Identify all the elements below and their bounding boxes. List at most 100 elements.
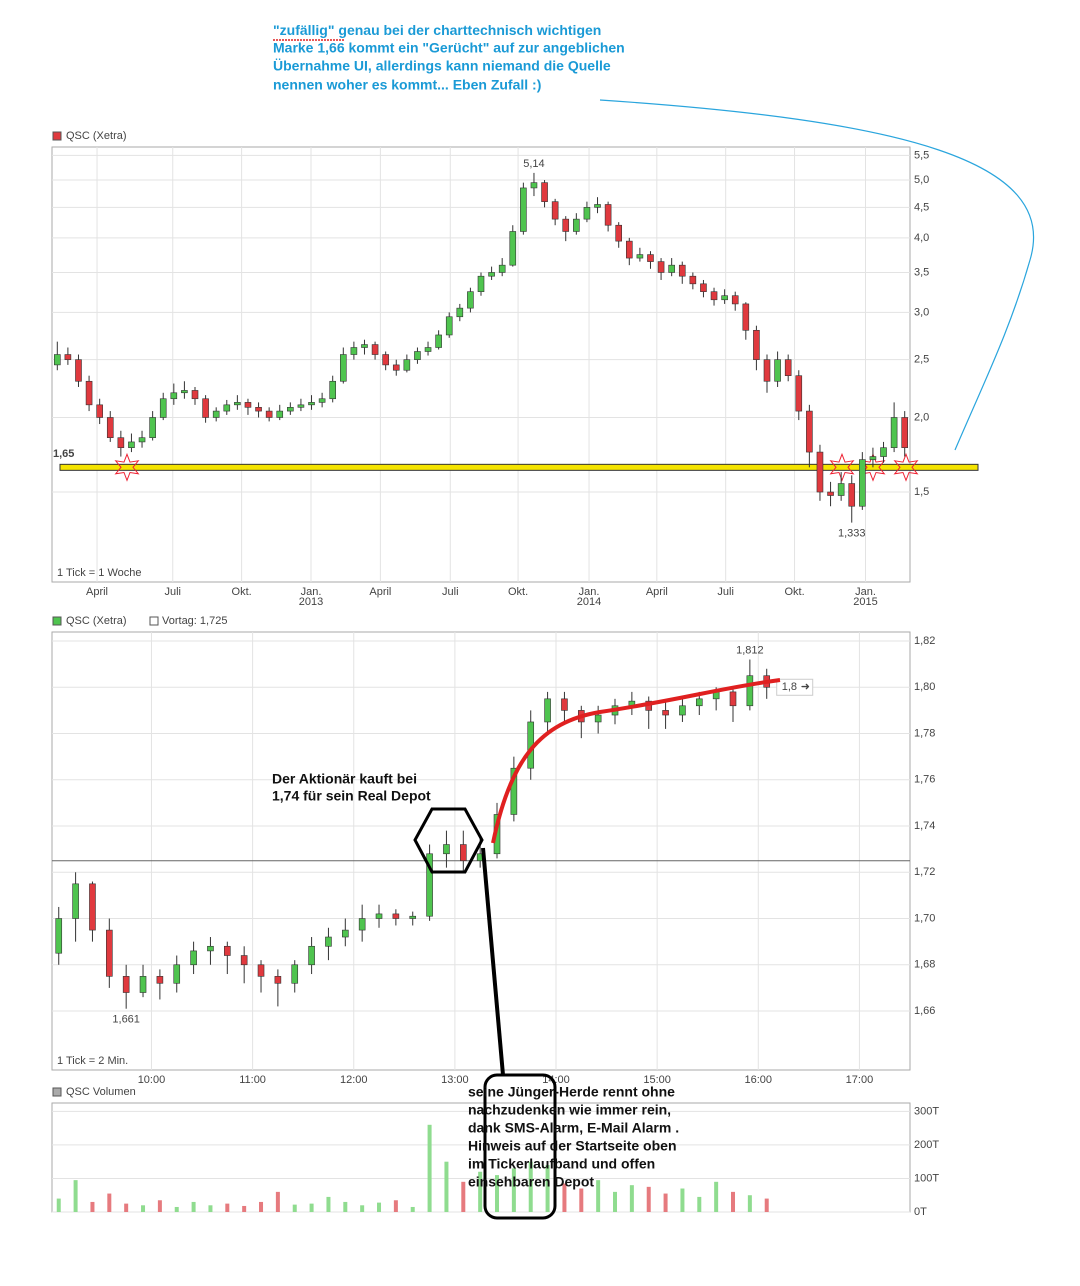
touch-star xyxy=(893,452,919,482)
candle-body xyxy=(350,347,358,355)
candle-body xyxy=(520,187,527,232)
candle-body xyxy=(604,204,612,226)
candle-body xyxy=(611,705,619,716)
candle-body xyxy=(342,929,349,938)
legend-swatch xyxy=(52,131,62,141)
x-tick-label: Juli xyxy=(717,586,734,598)
volume-bar xyxy=(764,1198,769,1212)
candle-body xyxy=(265,410,273,418)
volume-bar xyxy=(292,1204,297,1212)
x-tick-label: Jan. xyxy=(579,586,600,598)
year-label: 2013 xyxy=(299,596,323,608)
candle-body xyxy=(657,261,665,273)
volume-bar xyxy=(343,1201,348,1212)
y-tick-label: 100T xyxy=(914,1172,939,1184)
candle-body xyxy=(493,814,501,855)
candle-body xyxy=(636,254,644,259)
candle-body xyxy=(647,254,654,262)
candle-body xyxy=(75,359,82,382)
volume-bar xyxy=(613,1191,618,1212)
year-label: 2015 xyxy=(853,596,877,608)
volume-bar xyxy=(157,1200,162,1212)
volume-bar xyxy=(478,1171,483,1212)
candle-body xyxy=(308,402,315,406)
candle-body xyxy=(170,392,178,400)
volume-bar xyxy=(360,1205,365,1212)
candle-body xyxy=(880,447,887,457)
volume-bar xyxy=(714,1181,719,1212)
x-tick-label: April xyxy=(369,586,391,598)
candle-body xyxy=(530,182,538,189)
volume-bar xyxy=(309,1203,314,1212)
candle-body xyxy=(695,698,703,707)
candle-body xyxy=(700,283,707,292)
candle-body xyxy=(742,303,750,331)
candle-body xyxy=(435,334,442,348)
candle-body xyxy=(498,264,506,273)
candle-body xyxy=(85,380,93,406)
plot-area xyxy=(51,631,911,1071)
candle-body xyxy=(212,410,220,418)
tick-note: 1 Tick = 2 Min. xyxy=(57,1055,128,1067)
candle-body xyxy=(138,437,146,443)
volume-bar xyxy=(545,1165,550,1212)
volume-bar xyxy=(461,1181,466,1212)
y-tick-label: 1,5 xyxy=(914,486,929,498)
candle-body xyxy=(668,264,675,273)
candle-body xyxy=(392,913,400,919)
candle-body xyxy=(467,291,474,309)
volume-bar xyxy=(747,1195,752,1212)
volume-bar xyxy=(596,1180,601,1212)
candle-body xyxy=(96,404,103,418)
candle-body xyxy=(424,347,432,352)
x-tick-label: Okt. xyxy=(784,586,804,598)
candle-body xyxy=(89,883,96,931)
volume-bar xyxy=(225,1203,230,1212)
y-tick-label: 1,72 xyxy=(914,866,935,878)
touch-star xyxy=(829,452,855,482)
x-tick-label: April xyxy=(646,586,668,598)
y-tick-label: 1,70 xyxy=(914,912,935,924)
candle-body xyxy=(339,354,347,382)
candle-body xyxy=(403,359,411,371)
y-tick-label: 300T xyxy=(914,1105,939,1117)
x-tick-label: Jan. xyxy=(855,586,876,598)
candle-body xyxy=(679,705,686,716)
y-tick-label: 2,5 xyxy=(914,354,929,366)
volume-bar xyxy=(208,1205,213,1212)
y-tick-label: 0T xyxy=(914,1206,927,1218)
candle-body xyxy=(156,976,164,984)
candle-body xyxy=(291,964,299,984)
candle-body xyxy=(224,945,231,956)
candle-body xyxy=(255,407,262,412)
candle-body xyxy=(240,955,248,966)
volume-bar xyxy=(73,1180,78,1212)
legend-swatch xyxy=(52,1087,62,1097)
candle-body xyxy=(816,451,824,493)
candle-body xyxy=(806,410,813,453)
candle-body xyxy=(375,913,383,919)
candle-body xyxy=(358,918,366,931)
candle-body xyxy=(274,976,282,984)
candle-body xyxy=(191,390,199,400)
candle-body xyxy=(325,936,332,947)
y-tick-label: 1,76 xyxy=(914,774,935,786)
candle-body xyxy=(746,675,754,707)
candle-body xyxy=(544,698,551,723)
candle-body xyxy=(173,964,181,984)
candle-body xyxy=(827,491,834,496)
volume-bar xyxy=(562,1183,567,1212)
candle-body xyxy=(361,344,368,348)
legend-label: QSC Volumen xyxy=(66,1086,136,1098)
volume-bar xyxy=(680,1188,685,1212)
candle-body xyxy=(392,364,400,371)
candle-body xyxy=(55,918,63,954)
y-tick-label: 2,0 xyxy=(914,411,929,423)
level-line xyxy=(59,463,979,471)
x-tick-label: Juli xyxy=(442,586,459,598)
candle-body xyxy=(276,410,284,418)
volume-bar xyxy=(242,1205,247,1212)
volume-bar xyxy=(326,1196,331,1212)
volume-bar xyxy=(393,1200,398,1212)
